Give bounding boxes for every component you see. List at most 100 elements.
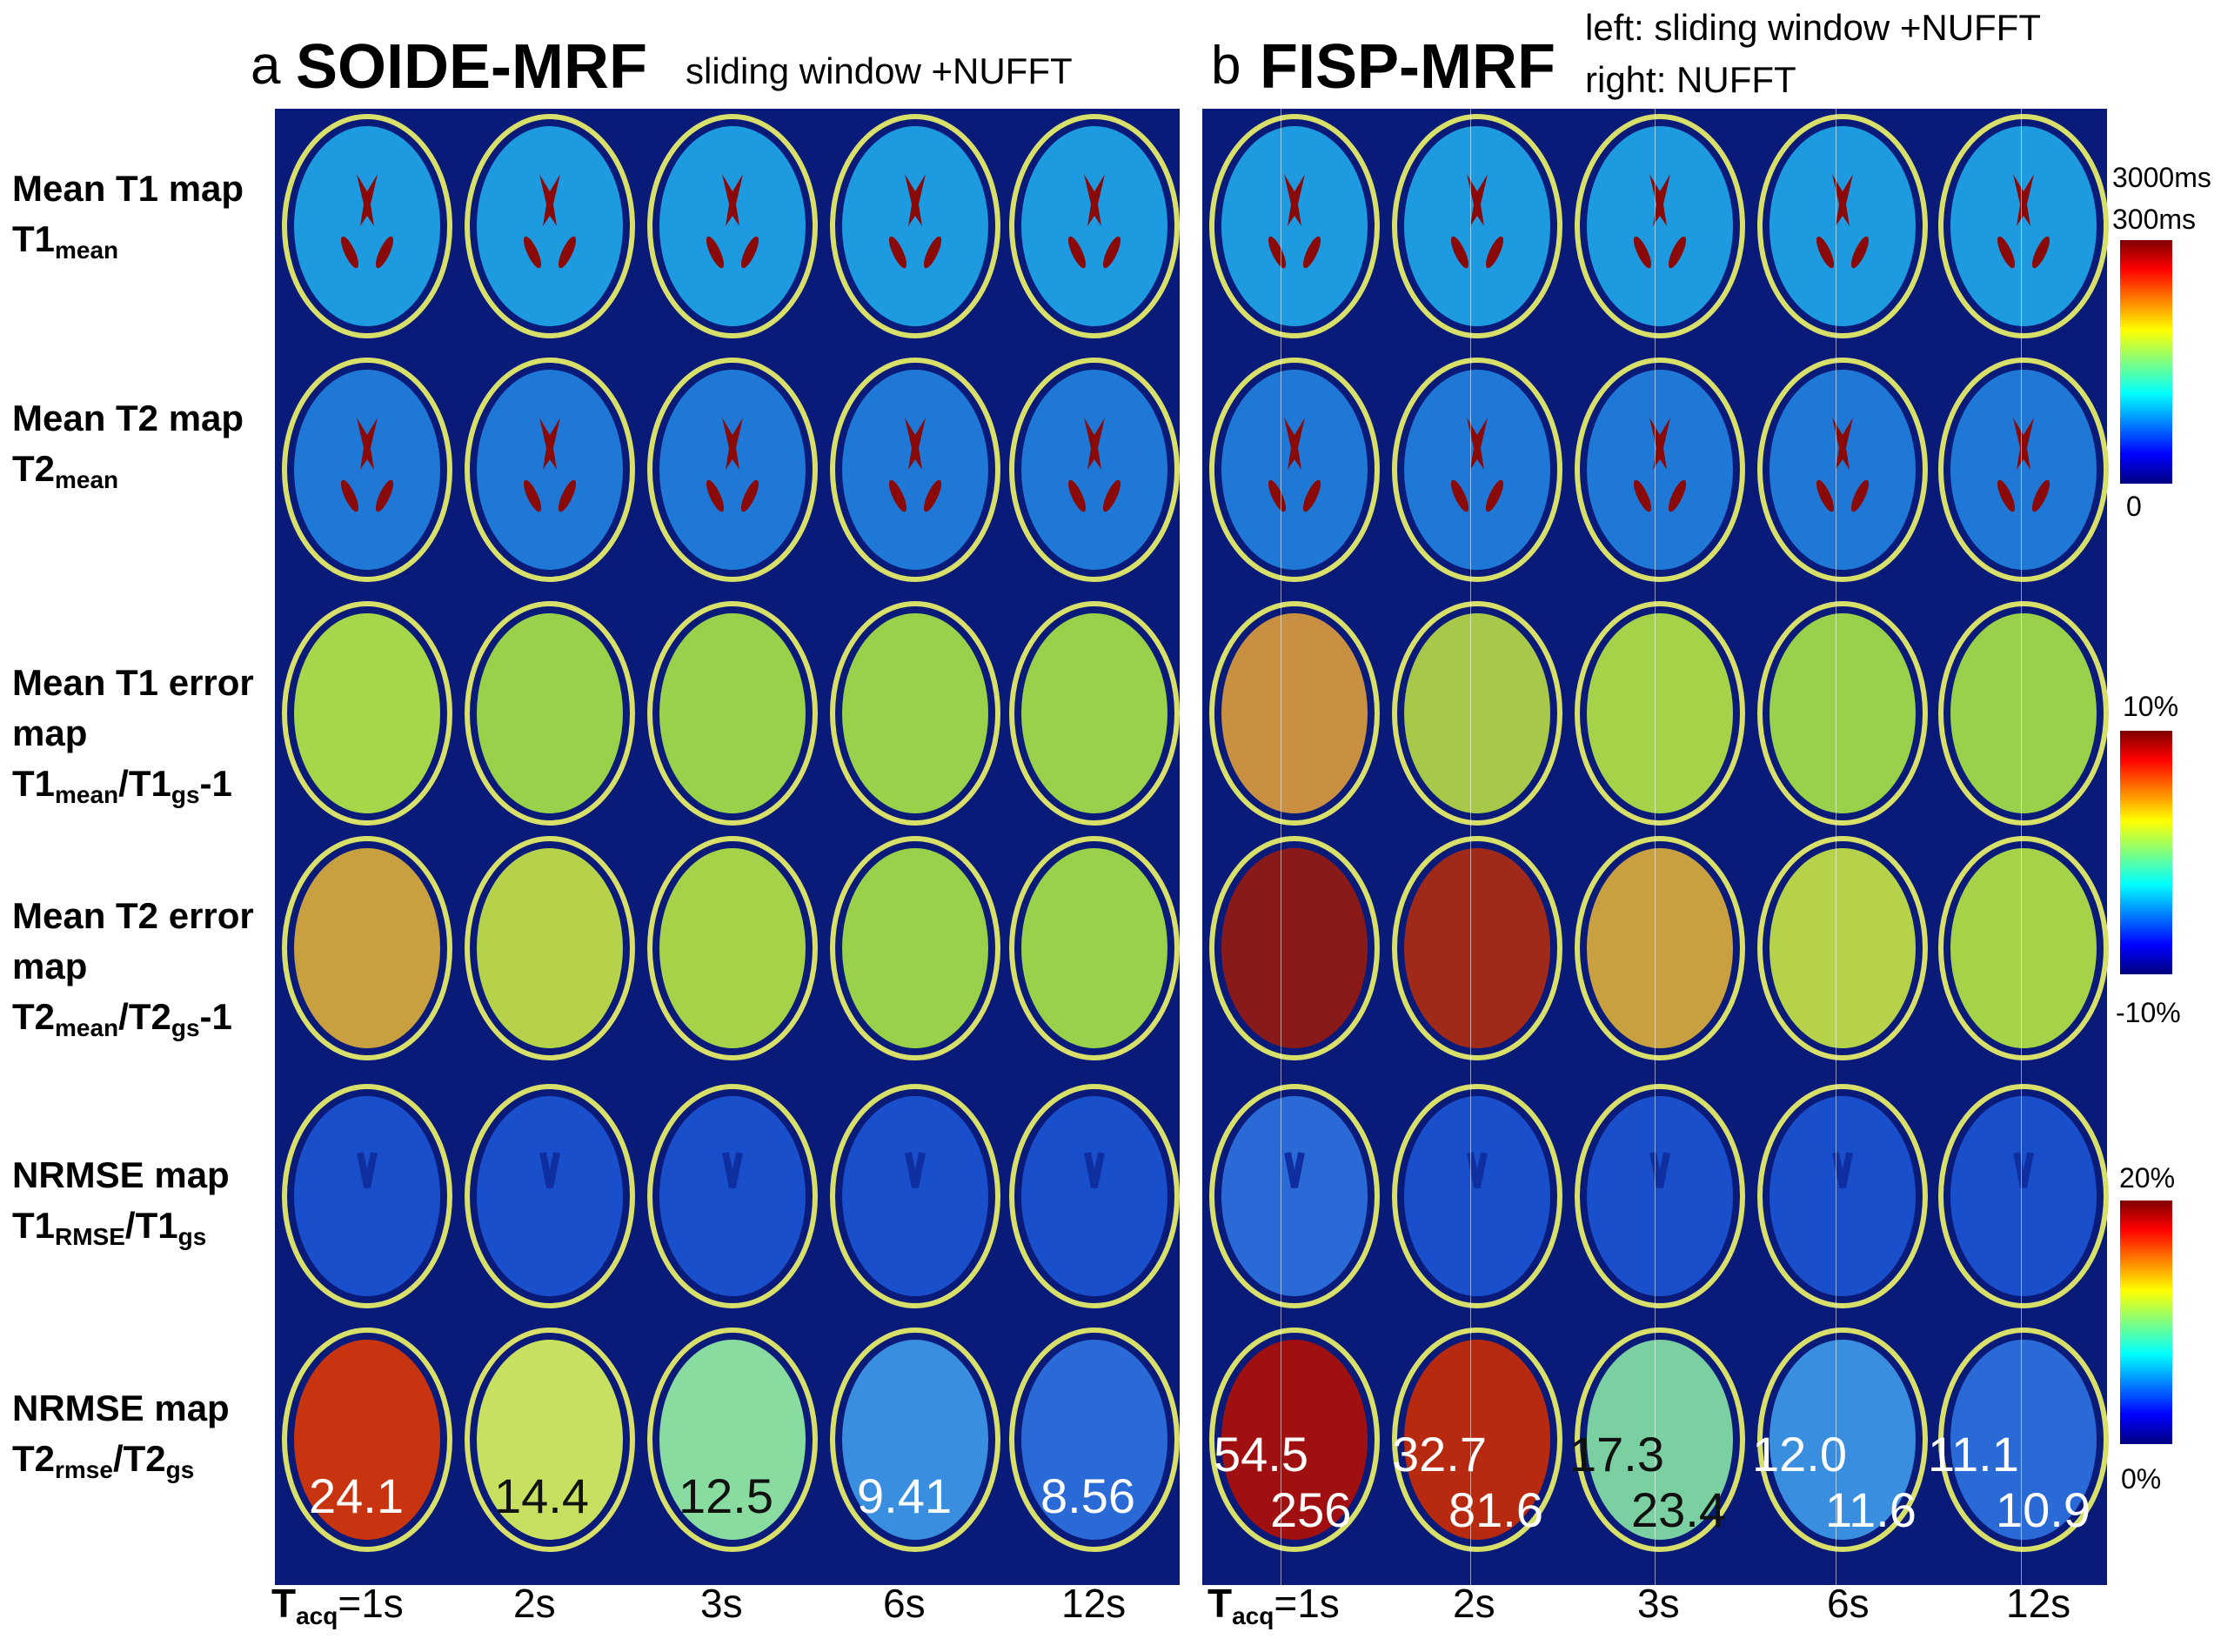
- brain-map-image: [1208, 1327, 1381, 1553]
- brain-map-image: [1756, 1083, 1930, 1309]
- row-label-t1-mean: Mean T1 map T1mean: [12, 168, 244, 264]
- tacq-label: 3s: [1637, 1581, 1680, 1626]
- brain-map-image: [1937, 357, 2111, 583]
- brain-map-image: [1756, 357, 1930, 583]
- tacq-label: 6s: [883, 1581, 926, 1626]
- brain-map-image: [280, 1083, 454, 1309]
- colorbar-tick: 0: [2126, 491, 2142, 522]
- divider-line: [1470, 109, 1471, 1585]
- tacq-label-b: Tacq=1s: [1208, 1581, 1340, 1629]
- brain-map-image: [828, 357, 1002, 583]
- colorbar-tick: 300ms: [2112, 204, 2197, 235]
- brain-map-image: [1756, 835, 1930, 1061]
- tacq-label-a: Tacq=1s: [271, 1581, 404, 1629]
- nrmse-value: 14.4: [494, 1468, 589, 1523]
- panel-b-letter: b: [1211, 36, 1241, 96]
- brain-map-image: [1573, 600, 1747, 826]
- brain-map-image: [280, 835, 454, 1061]
- panel-b-title: FISP-MRF: [1260, 32, 1555, 102]
- brain-map-image: [646, 113, 819, 339]
- brain-map-image: [1756, 1327, 1930, 1553]
- brain-map-image: [1937, 1327, 2111, 1553]
- divider-line: [2021, 109, 2022, 1585]
- panel-b-note-line1: left: sliding window +NUFFT: [1585, 7, 2041, 48]
- nrmse-value-left: 17.3: [1569, 1427, 1664, 1481]
- panel-a-letter: a: [251, 36, 281, 96]
- brain-map-image: [1573, 357, 1747, 583]
- nrmse-value: 12.5: [679, 1468, 773, 1523]
- brain-map-image: [1390, 113, 1564, 339]
- brain-map-image: [280, 600, 454, 826]
- brain-map-image: [1208, 600, 1381, 826]
- tacq-label: 2s: [1453, 1581, 1495, 1626]
- nrmse-value-left: 11.1: [1928, 1427, 2019, 1481]
- brain-map-image: [646, 1327, 819, 1553]
- nrmse-value-right: 23.4: [1631, 1482, 1726, 1537]
- tacq-label: 6s: [1827, 1581, 1870, 1626]
- colorbar-tick: 0%: [2121, 1463, 2162, 1495]
- colorbar-tick: 20%: [2119, 1162, 2176, 1194]
- row-label-t1-error: Mean T1 error map T1mean/T1gs-1: [12, 662, 254, 808]
- brain-map-image: [463, 1327, 637, 1553]
- divider-line: [1655, 109, 1656, 1585]
- nrmse-value: 24.1: [309, 1468, 404, 1523]
- brain-map-image: [463, 1083, 637, 1309]
- brain-map-image: [1573, 835, 1747, 1061]
- brain-map-image: [463, 113, 637, 339]
- brain-map-image: [280, 113, 454, 339]
- brain-map-image: [828, 600, 1002, 826]
- brain-map-image: [463, 835, 637, 1061]
- brain-map-image: [1208, 113, 1381, 339]
- brain-map-image: [1573, 113, 1747, 339]
- panel-a-title: SOIDE-MRF: [296, 32, 647, 102]
- brain-map-image: [1208, 835, 1381, 1061]
- panel-a-note: sliding window +NUFFT: [686, 50, 1073, 91]
- brain-map-image: [1007, 113, 1181, 339]
- brain-map-image: [1937, 600, 2111, 826]
- nrmse-value-right: 256: [1270, 1482, 1352, 1537]
- tacq-label: 12s: [1061, 1581, 1127, 1626]
- row-label-nrmse-t2: NRMSE map T2rmse/T2gs: [12, 1388, 230, 1483]
- tacq-label: 12s: [2006, 1581, 2071, 1626]
- brain-map-image: [1007, 1083, 1181, 1309]
- brain-map-image: [1390, 835, 1564, 1061]
- brain-map-image: [1390, 357, 1564, 583]
- nrmse-value-left: 54.5: [1214, 1427, 1308, 1481]
- row-label-t2-error: Mean T2 error map T2mean/T2gs-1: [12, 895, 254, 1041]
- brain-map-image: [1390, 1083, 1564, 1309]
- nrmse-value: 8.56: [1040, 1468, 1135, 1523]
- brain-map-image: [1937, 1083, 2111, 1309]
- brain-map-image: [828, 1083, 1002, 1309]
- panel-b-note-line2: right: NUFFT: [1585, 59, 1796, 100]
- tacq-label: 2s: [513, 1581, 556, 1626]
- colorbar-tick: 10%: [2123, 691, 2179, 722]
- brain-map-image: [463, 357, 637, 583]
- brain-map-image: [828, 835, 1002, 1061]
- brain-map-image: [1756, 113, 1930, 339]
- brain-map-image: [463, 600, 637, 826]
- colorbar-tick: -10%: [2116, 997, 2181, 1028]
- brain-map-image: [1208, 1083, 1381, 1309]
- brain-map-image: [646, 835, 819, 1061]
- nrmse-value: 9.41: [857, 1468, 952, 1523]
- panel-a-image-grid: [275, 109, 1180, 1585]
- brain-map-image: [1756, 600, 1930, 826]
- nrmse-value-right: 10.9: [1996, 1482, 2091, 1537]
- brain-map-image: [1937, 113, 2111, 339]
- tacq-label: 3s: [700, 1581, 743, 1626]
- brain-map-image: [646, 357, 819, 583]
- nrmse-value-left: 12.0: [1752, 1427, 1847, 1481]
- row-label-nrmse-t1: NRMSE map T1RMSE/T1gs: [12, 1154, 230, 1250]
- brain-map-image: [280, 357, 454, 583]
- colorbar-error: [2120, 731, 2172, 974]
- brain-map-image: [1007, 357, 1181, 583]
- brain-map-image: [1390, 600, 1564, 826]
- brain-map-image: [1007, 600, 1181, 826]
- brain-map-image: [646, 1083, 819, 1309]
- brain-map-image: [1573, 1083, 1747, 1309]
- nrmse-value-right: 81.6: [1448, 1482, 1543, 1537]
- brain-map-image: [646, 600, 819, 826]
- brain-map-image: [1007, 835, 1181, 1061]
- brain-map-image: [280, 1327, 454, 1553]
- row-label-t2-mean: Mean T2 map T2mean: [12, 398, 244, 493]
